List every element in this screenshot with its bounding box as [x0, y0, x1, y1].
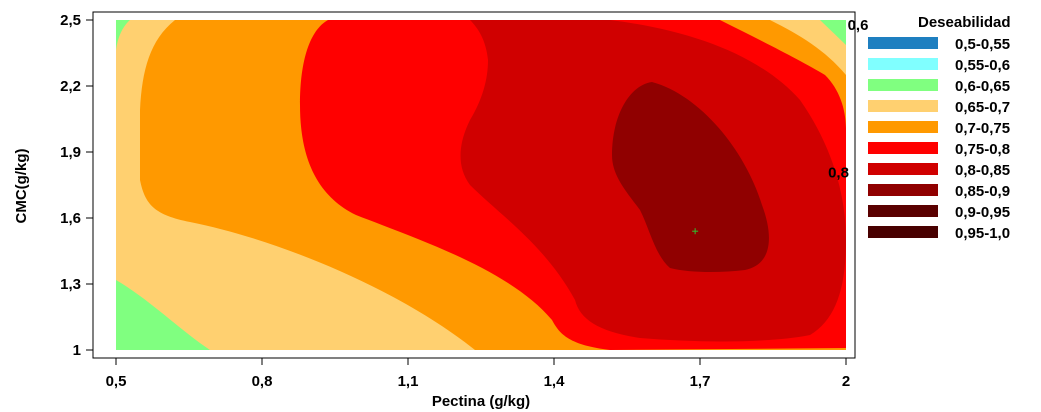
legend-label: 0,55-0,6 — [955, 57, 1010, 74]
legend-title: Deseabilidad — [918, 14, 1011, 31]
x-tick-label: 0,8 — [252, 373, 273, 390]
legend-swatch — [868, 121, 938, 133]
y-axis-title: CMC(g/kg) — [13, 149, 30, 224]
y-tick-label: 1,3 — [60, 276, 81, 293]
legend-swatch — [868, 37, 938, 49]
legend-label: 0,85-0,9 — [955, 183, 1010, 200]
x-tick-label: 1,7 — [690, 373, 711, 390]
legend-label: 0,75-0,8 — [955, 141, 1010, 158]
x-axis: 0,5 0,8 1,1 1,4 1,7 2 — [106, 358, 850, 390]
y-tick-label: 2,5 — [60, 12, 81, 29]
legend-swatch — [868, 79, 938, 91]
x-tick-label: 1,4 — [544, 373, 566, 390]
legend-swatch — [868, 100, 938, 112]
legend-label: 0,8-0,85 — [955, 162, 1010, 179]
legend-swatch — [868, 184, 938, 196]
contour-annotations: 0,6 0,8 — [828, 17, 868, 181]
legend-swatch — [868, 205, 938, 217]
y-tick-label: 1,9 — [60, 144, 81, 161]
plot-frame — [92, 11, 856, 359]
legend-label: 0,5-0,55 — [955, 36, 1010, 53]
legend-swatch — [868, 58, 938, 70]
y-tick-label: 2,2 — [60, 78, 81, 95]
optimum-marker — [692, 228, 699, 235]
legend-label: 0,95-1,0 — [955, 225, 1010, 242]
x-tick-label: 1,1 — [398, 373, 419, 390]
x-axis-title: Pectina (g/kg) — [432, 393, 530, 410]
legend-label: 0,6-0,65 — [955, 78, 1010, 95]
legend-label: 0,65-0,7 — [955, 99, 1010, 116]
region-0-85-0-9 — [612, 82, 769, 273]
legend-label: 0,9-0,95 — [955, 204, 1010, 221]
x-tick-label: 2 — [842, 373, 850, 390]
x-tick-label: 0,5 — [106, 373, 127, 390]
contour-label: 0,8 — [828, 164, 849, 181]
legend-swatch — [868, 163, 938, 175]
y-tick-label: 1 — [73, 342, 81, 359]
legend-swatch — [868, 226, 938, 238]
legend-swatch — [868, 142, 938, 154]
contour-label: 0,6 — [848, 17, 869, 34]
y-axis: 1 1,3 1,6 1,9 2,2 2,5 — [60, 12, 93, 359]
legend-label: 0,7-0,75 — [955, 120, 1010, 137]
y-tick-label: 1,6 — [60, 210, 81, 227]
contour-regions — [116, 20, 846, 350]
legend: Deseabilidad 0,5-0,55 0,55-0,6 0,6-0,65 0,6… — [868, 14, 1011, 242]
